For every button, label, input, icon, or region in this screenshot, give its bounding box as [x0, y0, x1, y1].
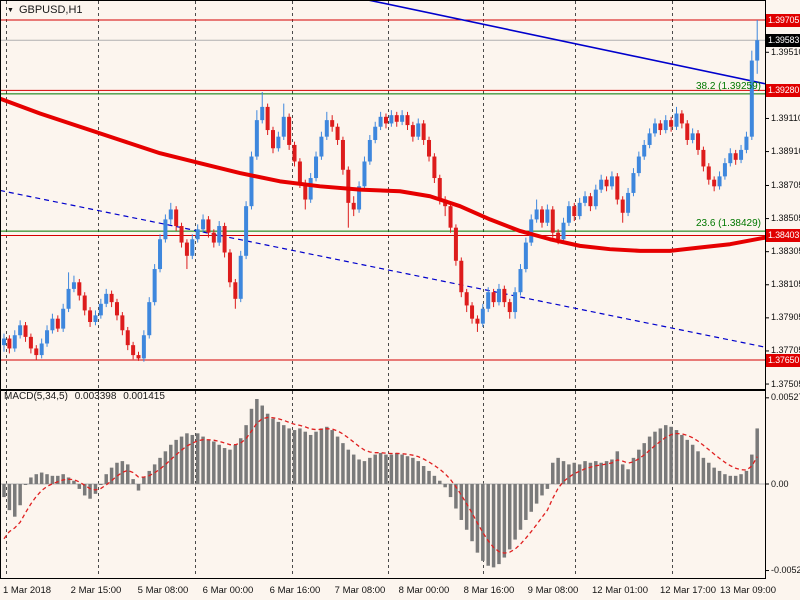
price-tick: 1.38305	[771, 246, 800, 257]
price-tick: 1.38105	[771, 279, 800, 290]
macd-axis-tick: 0.005271	[771, 392, 800, 403]
price-tick: 1.37705	[771, 345, 800, 356]
time-label: 7 Mar 08:00	[334, 585, 386, 596]
current-price-badge: 1.39583	[766, 33, 800, 47]
fib-382-label: 38.2 (1.39259)	[695, 80, 761, 92]
fib-236-label: 23.6 (1.38429)	[695, 218, 761, 230]
price-level-badge: 1.37650	[766, 353, 800, 367]
time-label: 8 Mar 16:00	[463, 585, 515, 596]
price-tick: 1.37505	[771, 378, 800, 389]
price-level-badge: 1.39705	[766, 13, 800, 27]
price-tick: 1.38910	[771, 146, 800, 157]
price-level-badge: 1.38403	[766, 228, 800, 242]
time-label: 6 Mar 00:00	[202, 585, 254, 596]
symbol-label: ▼ GBPUSD,H1	[7, 4, 83, 16]
macd-signal-value: 0.001415	[123, 391, 165, 402]
price-tick: 1.39510	[771, 46, 800, 57]
dropdown-triangle-icon: ▼	[7, 6, 14, 14]
time-label: 12 Mar 01:00	[592, 585, 648, 596]
price-tick: 1.38705	[771, 179, 800, 190]
time-label: 5 Mar 08:00	[137, 585, 189, 596]
time-label: 6 Mar 16:00	[269, 585, 321, 596]
price-level-badge: 1.39280	[766, 83, 800, 97]
time-label: 2 Mar 15:00	[70, 585, 122, 596]
time-label: 8 Mar 00:00	[398, 585, 450, 596]
macd-axis-tick: 0.00	[771, 478, 789, 489]
time-label: 9 Mar 08:00	[527, 585, 579, 596]
price-tick: 1.37905	[771, 312, 800, 323]
macd-axis-tick: -0.005293	[771, 565, 800, 576]
macd-main-value: 0.003398	[74, 391, 117, 402]
symbol-text: GBPUSD,H1	[18, 4, 83, 16]
macd-params: MACD(5,34,5)	[4, 391, 68, 402]
macd-indicator-label: MACD(5,34,5) 0.003398 0.001415	[4, 391, 169, 402]
time-label: 13 Mar 09:00	[720, 585, 776, 596]
time-label: 1 Mar 2018	[2, 585, 52, 596]
price-tick: 1.38505	[771, 213, 800, 224]
time-label: 12 Mar 17:00	[660, 585, 716, 596]
price-tick: 1.39110	[771, 112, 800, 123]
